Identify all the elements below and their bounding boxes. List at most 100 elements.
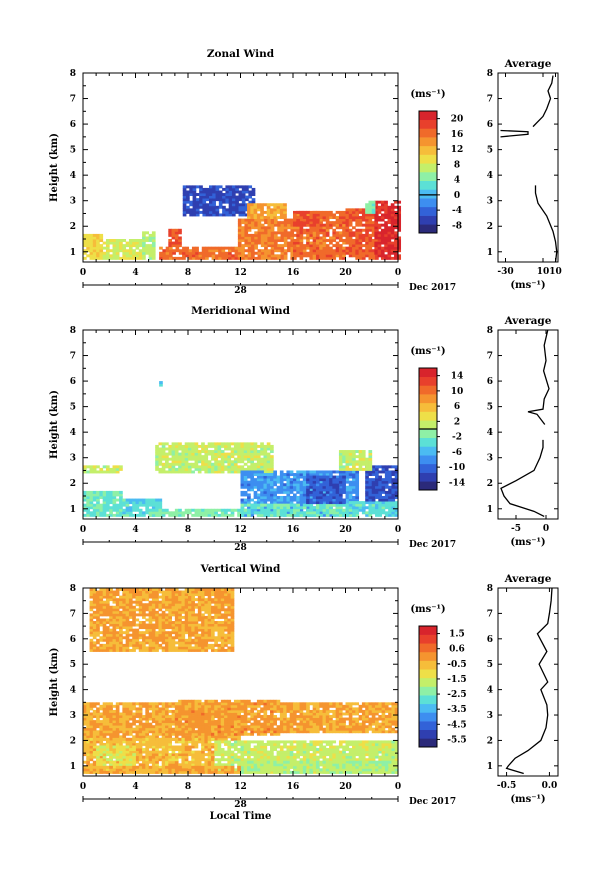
heatmap-cell bbox=[205, 193, 210, 196]
heatmap-cell bbox=[243, 444, 248, 448]
heatmap-cell bbox=[306, 480, 310, 484]
heatmap-cell bbox=[264, 251, 268, 255]
heatmap-cell bbox=[224, 457, 228, 461]
heatmap-cell bbox=[260, 228, 265, 232]
heatmap-region bbox=[83, 465, 123, 474]
heatmap-cell bbox=[238, 203, 243, 207]
heatmap-cell bbox=[306, 221, 310, 225]
heatmap-cell bbox=[312, 717, 317, 721]
heatmap-cell bbox=[178, 702, 182, 706]
heatmap-cell bbox=[319, 727, 323, 731]
heatmap-cell bbox=[227, 725, 232, 729]
heatmap-cell bbox=[174, 231, 179, 235]
heatmap-cell bbox=[243, 730, 248, 734]
heatmap-cell bbox=[368, 249, 373, 253]
heatmap-cell bbox=[112, 704, 117, 708]
heatmap-cell bbox=[322, 707, 327, 711]
heatmap-cell bbox=[253, 485, 258, 489]
heatmap-cell bbox=[158, 707, 163, 711]
heatmap-cell bbox=[377, 205, 382, 209]
heatmap-cell bbox=[201, 455, 205, 459]
heatmap-cell bbox=[322, 228, 327, 232]
colorbar-swatch bbox=[419, 111, 437, 121]
heatmap-cell bbox=[102, 725, 107, 729]
heatmap-cell bbox=[280, 249, 285, 253]
heatmap-cell bbox=[231, 213, 236, 217]
colorbar-tick-label: 12 bbox=[451, 145, 464, 155]
colorbar-tick-label: 2 bbox=[454, 417, 460, 427]
heatmap-cell bbox=[155, 513, 159, 517]
heatmap-cell bbox=[335, 709, 340, 713]
heatmap-cell bbox=[240, 707, 245, 711]
y-tick-label: 8 bbox=[70, 326, 76, 336]
heatmap-cell bbox=[168, 513, 172, 517]
heatmap-cell bbox=[205, 254, 209, 258]
heatmap-cell bbox=[253, 450, 258, 453]
heatmap-cell bbox=[283, 490, 287, 494]
heatmap-cell bbox=[368, 470, 373, 474]
heatmap-cell bbox=[338, 717, 343, 721]
heatmap-cell bbox=[237, 447, 241, 451]
heatmap-cell bbox=[171, 450, 176, 453]
heatmap-cell bbox=[191, 709, 195, 713]
heatmap-cell bbox=[215, 193, 220, 196]
heatmap-cell bbox=[260, 722, 264, 726]
heatmap-cell bbox=[148, 508, 153, 512]
y-tick-label: 3 bbox=[70, 197, 76, 207]
heatmap-cell bbox=[283, 503, 287, 507]
heatmap-cell bbox=[209, 208, 213, 212]
heatmap-cell bbox=[273, 218, 278, 222]
heatmap-cell bbox=[260, 462, 264, 466]
heatmap-cell bbox=[201, 722, 205, 726]
heatmap-cell bbox=[309, 210, 314, 214]
heatmap-cell bbox=[217, 720, 222, 724]
heatmap-cell bbox=[86, 249, 90, 253]
heatmap-cells bbox=[83, 185, 402, 260]
heatmap-cell bbox=[222, 208, 226, 212]
heatmap-cell bbox=[178, 717, 182, 721]
heatmap-cell bbox=[128, 717, 133, 721]
heatmap-cell bbox=[96, 735, 100, 739]
heatmap-cell bbox=[243, 490, 248, 494]
heatmap-cell bbox=[254, 226, 258, 230]
colorbar-swatch bbox=[419, 446, 437, 456]
heatmap-cell bbox=[375, 480, 379, 484]
heatmap-cell bbox=[231, 246, 235, 250]
heatmap-cell bbox=[228, 193, 233, 196]
heatmap-cell bbox=[174, 727, 179, 731]
heatmap-cell bbox=[197, 735, 202, 739]
heatmap-cell bbox=[256, 213, 261, 217]
heatmap-cell bbox=[194, 444, 199, 448]
heatmap-cell bbox=[135, 241, 140, 245]
heatmap-cell bbox=[325, 246, 330, 250]
colorbar-tick-label: -8 bbox=[452, 221, 462, 231]
heatmap-cell bbox=[296, 508, 300, 512]
heatmap-cell bbox=[233, 720, 238, 724]
heatmap-cell bbox=[208, 246, 213, 250]
heatmap-cell bbox=[125, 249, 130, 253]
heatmap-cell bbox=[276, 717, 281, 721]
heatmap-cell bbox=[220, 717, 225, 721]
heatmap-cell bbox=[355, 480, 360, 484]
heatmap-cell bbox=[352, 218, 356, 222]
heatmap-cell bbox=[273, 702, 277, 706]
heatmap-cell bbox=[368, 467, 373, 471]
heatmap-cell bbox=[266, 210, 271, 214]
colorbar-tick-label: 16 bbox=[451, 130, 464, 140]
heatmap-cell bbox=[92, 498, 97, 502]
heatmap-cell bbox=[247, 498, 251, 502]
heatmap-cell bbox=[260, 465, 264, 469]
heatmap-cell bbox=[125, 717, 130, 721]
heatmap-cell bbox=[263, 480, 268, 484]
heatmap-cell bbox=[122, 730, 127, 734]
heatmap-cell bbox=[276, 503, 281, 507]
heatmap-cell bbox=[186, 198, 190, 202]
heatmap-cell bbox=[315, 511, 320, 515]
heatmap-cell bbox=[251, 246, 255, 250]
heatmap-cell bbox=[155, 722, 159, 726]
heatmap-cell bbox=[142, 715, 146, 718]
heatmap-cell bbox=[142, 725, 146, 729]
heatmap-cell bbox=[287, 241, 291, 245]
average-x-tick-label: -5 bbox=[511, 524, 521, 534]
heatmap-cell bbox=[155, 457, 159, 461]
